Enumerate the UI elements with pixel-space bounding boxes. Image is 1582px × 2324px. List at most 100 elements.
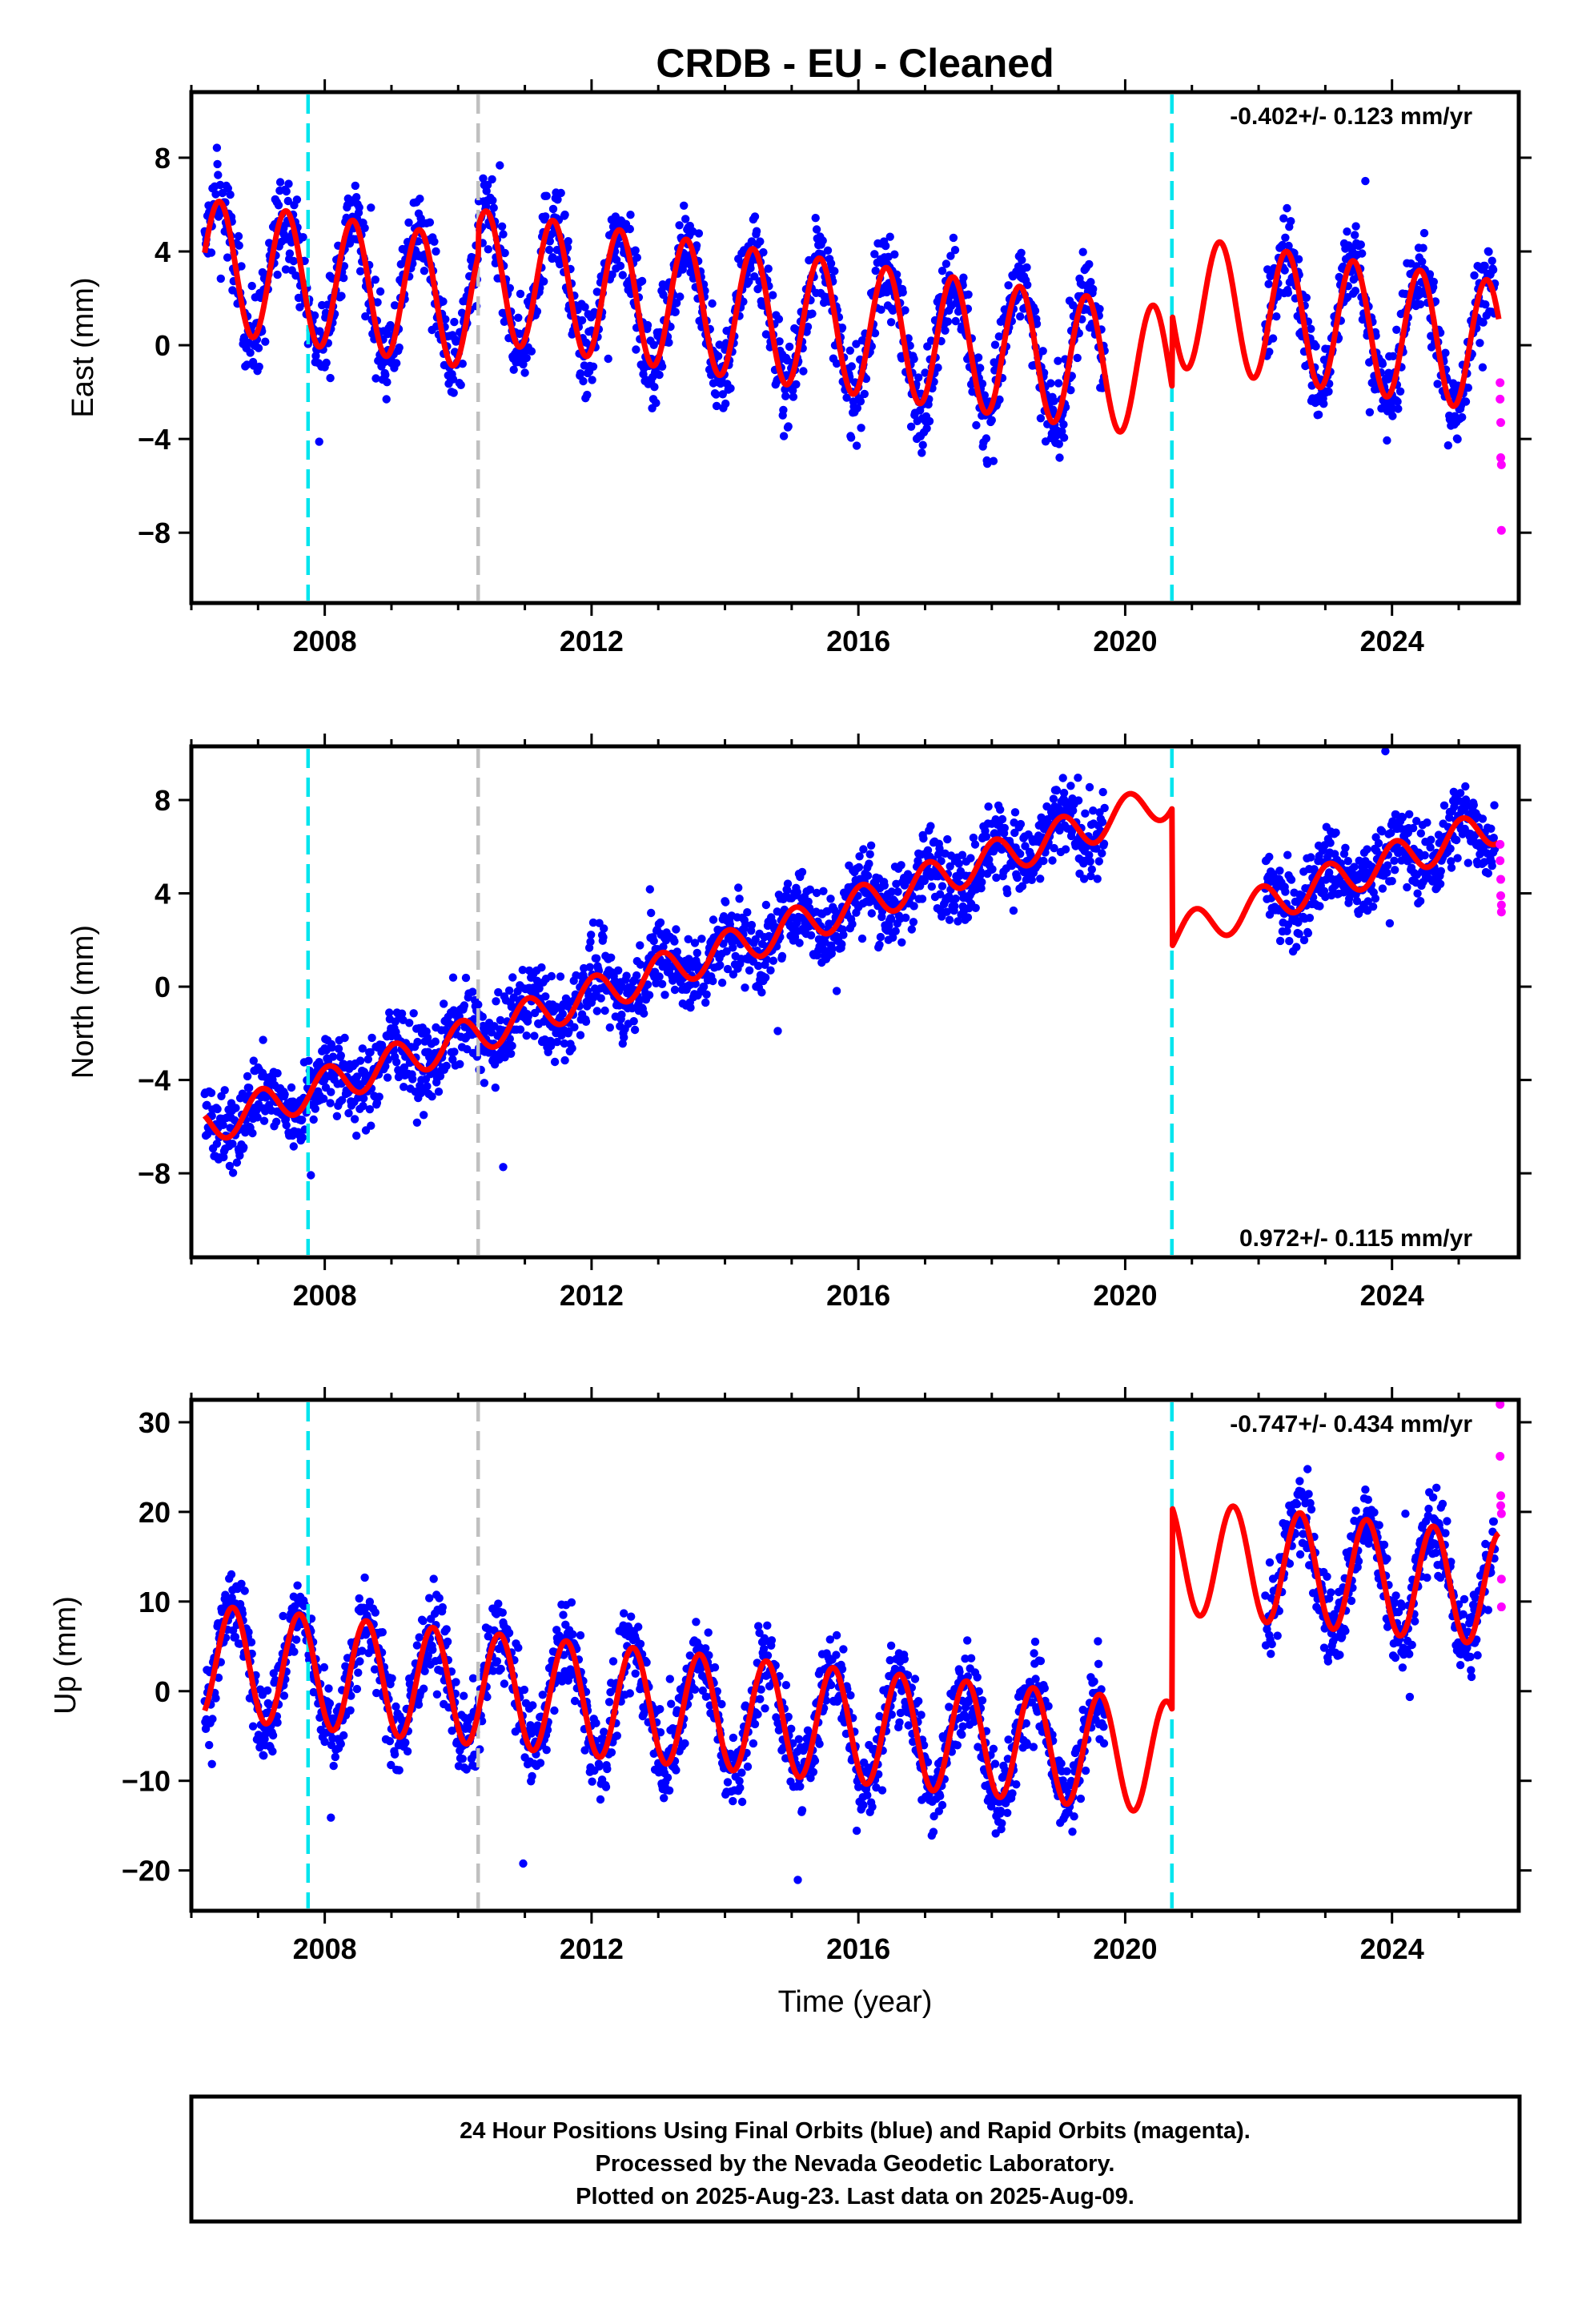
north-data-point-1149 xyxy=(839,931,848,939)
east-data-point-2022 xyxy=(1484,247,1493,256)
east-data-point-1996 xyxy=(1470,271,1479,280)
north-data-point-144 xyxy=(280,1090,289,1099)
east-data-point-311 xyxy=(373,298,382,307)
north-data-point-606 xyxy=(537,963,546,972)
north-data-point-783 xyxy=(636,941,644,950)
north-data-point-579 xyxy=(522,1031,531,1040)
east-y-tick-label-3: 4 xyxy=(155,235,171,268)
north-rapid-point-3 xyxy=(1496,891,1506,900)
north-y-tick-label-3: 4 xyxy=(155,878,171,911)
north-data-point-131 xyxy=(273,1069,282,1078)
up-data-point-710 xyxy=(595,1762,604,1771)
east-data-point-200 xyxy=(311,352,320,360)
north-data-point-314 xyxy=(375,1092,383,1101)
east-data-point-1666 xyxy=(1287,217,1295,226)
north-data-point-1663 xyxy=(1285,936,1294,946)
north-data-point-56 xyxy=(231,1104,240,1112)
up-data-point-342 xyxy=(390,1750,400,1759)
north-data-point-1272 xyxy=(907,925,917,934)
north-data-point-554 xyxy=(508,973,517,982)
north-data-point-1200 xyxy=(867,909,877,918)
east-data-point-1528 xyxy=(1050,396,1058,405)
north-data-point-1247 xyxy=(893,887,902,896)
north-data-point-270 xyxy=(350,1115,359,1124)
up-data-point-250 xyxy=(339,1731,348,1740)
east-data-point-1395 xyxy=(976,364,985,372)
east-y-axis-label: East (mm) xyxy=(66,277,100,417)
east-data-point-405 xyxy=(425,218,435,227)
east-rapid-point-2 xyxy=(1496,418,1506,428)
north-data-point-1593 xyxy=(1086,857,1094,866)
east-data-point-1093 xyxy=(808,309,817,318)
north-data-point-415 xyxy=(431,1037,440,1046)
east-data-point-1800 xyxy=(1361,176,1370,186)
north-data-point-1980 xyxy=(1461,782,1470,791)
north-data-point-1660 xyxy=(1283,850,1292,859)
east-data-point-775 xyxy=(631,246,640,255)
east-data-point-568 xyxy=(516,289,525,299)
east-data-point-1659 xyxy=(1283,203,1291,213)
east-y-tick-label-4: 8 xyxy=(155,142,171,175)
east-data-point-1580 xyxy=(1078,247,1087,256)
up-data-point-697 xyxy=(588,1777,596,1786)
east-data-point-809 xyxy=(650,383,659,392)
east-data-point-635 xyxy=(553,195,562,204)
north-data-point-409 xyxy=(428,1092,436,1101)
north-data-point-36 xyxy=(220,1086,229,1095)
north-data-point-252 xyxy=(340,1033,349,1043)
north-data-point-1431 xyxy=(996,805,1005,814)
north-data-point-1199 xyxy=(866,841,876,850)
north-data-point-1848 xyxy=(1387,877,1396,886)
east-data-point-289 xyxy=(361,312,370,321)
east-data-point-1781 xyxy=(1351,231,1359,239)
east-data-point-28 xyxy=(215,180,225,190)
east-data-point-684 xyxy=(580,303,589,312)
east-data-point-926 xyxy=(715,340,724,349)
east-data-point-206 xyxy=(315,437,323,446)
north-data-point-1023 xyxy=(769,956,778,965)
up-data-point-435 xyxy=(442,1625,451,1634)
north-data-point-1031 xyxy=(773,1027,782,1035)
north-data-point-705 xyxy=(592,954,601,963)
north-data-point-984 xyxy=(747,920,757,930)
east-model-line xyxy=(202,199,1502,435)
up-final-orbit-points xyxy=(200,1465,1500,1884)
east-data-point-250 xyxy=(339,273,348,283)
north-data-point-1261 xyxy=(901,913,910,923)
north-data-point-1935 xyxy=(1435,879,1445,889)
up-data-point-20 xyxy=(211,1694,220,1703)
east-data-point-1680 xyxy=(1294,255,1303,263)
north-data-point-1646 xyxy=(1275,866,1284,875)
up-data-point-564 xyxy=(514,1643,523,1652)
north-data-point-1398 xyxy=(978,878,986,887)
up-data-point-48 xyxy=(227,1570,236,1579)
east-data-point-1839 xyxy=(1383,436,1391,445)
east-data-point-299 xyxy=(367,203,375,212)
up-data-point-712 xyxy=(596,1795,605,1804)
east-data-point-1052 xyxy=(785,342,794,352)
north-y-tick-label-4: 8 xyxy=(155,784,171,817)
east-data-point-797 xyxy=(643,320,652,330)
north-data-point-1769 xyxy=(1343,857,1353,866)
up-data-point-589 xyxy=(528,1771,536,1781)
east-data-point-1133 xyxy=(830,267,839,275)
up-data-point-307 xyxy=(371,1608,379,1617)
up-data-point-724 xyxy=(603,1764,612,1774)
north-data-point-1327 xyxy=(938,882,947,891)
north-data-point-1223 xyxy=(880,881,889,891)
up-data-point-533 xyxy=(496,1664,505,1674)
east-data-point-41 xyxy=(223,253,232,262)
north-data-point-686 xyxy=(581,1017,591,1027)
north-data-point-1918 xyxy=(1427,835,1435,844)
east-data-point-1050 xyxy=(784,422,793,431)
north-data-point-368 xyxy=(405,1019,414,1027)
east-data-point-147 xyxy=(282,187,291,196)
east-data-point-2016 xyxy=(1481,300,1490,309)
east-data-point-1422 xyxy=(990,340,1000,349)
north-data-point-1718 xyxy=(1315,902,1324,911)
east-data-point-342 xyxy=(390,301,400,310)
east-data-point-1792 xyxy=(1356,240,1366,249)
north-data-point-400 xyxy=(423,1082,432,1091)
